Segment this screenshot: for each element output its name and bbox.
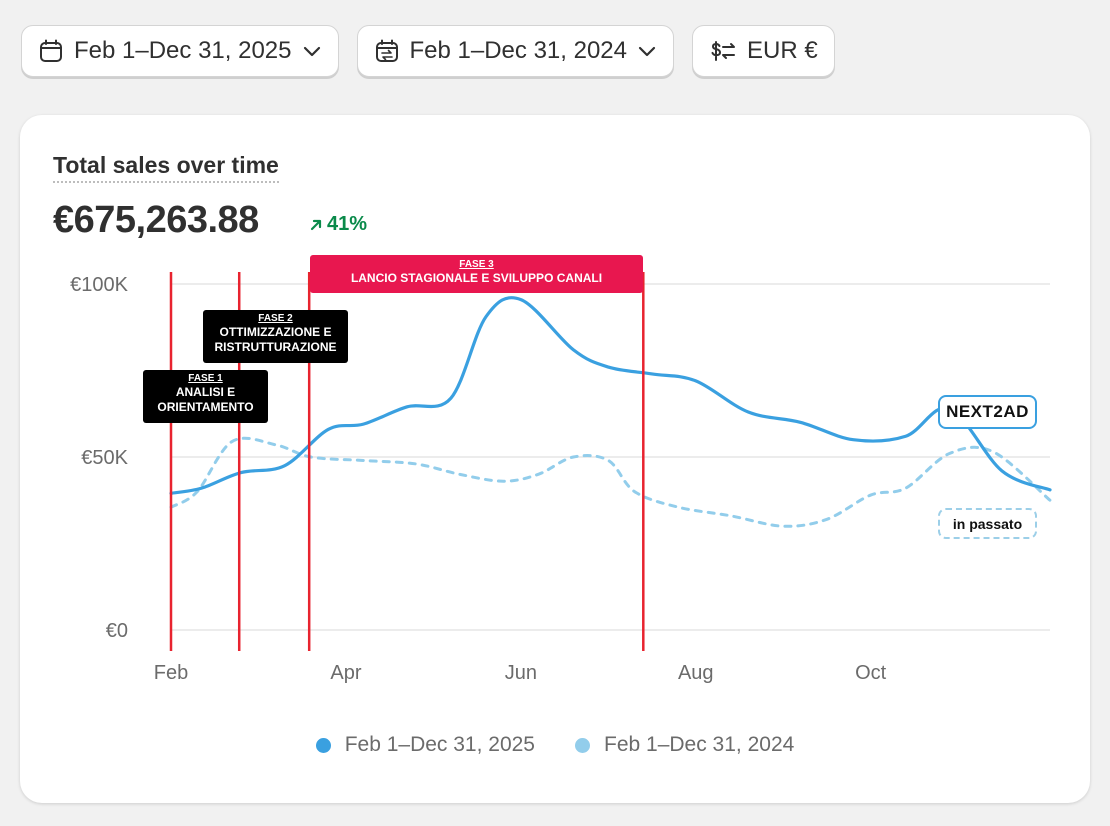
legend-label-current: Feb 1–Dec 31, 2025 — [344, 733, 535, 756]
compare-range-label: Feb 1–Dec 31, 2024 — [409, 37, 628, 64]
series-line-previous — [169, 436, 1052, 528]
y-tick-label: €100K — [70, 274, 128, 296]
legend-swatch-current — [315, 737, 331, 753]
chevron-down-icon — [638, 46, 656, 57]
phase-1-text: ANALISI E ORIENTAMENTO — [157, 385, 254, 414]
phase-2-text: OTTIMIZZAZIONE E RISTRUTTURAZIONE — [214, 325, 337, 354]
chevron-down-icon — [303, 46, 320, 57]
currency-label: EUR € — [747, 37, 818, 64]
past-period-label: in passato — [938, 508, 1037, 539]
brand-logo-label: NEXT2AD — [938, 395, 1037, 429]
series-line-current — [169, 296, 1052, 495]
legend-swatch-previous — [575, 737, 590, 753]
date-range-label: Feb 1–Dec 31, 2025 — [74, 37, 292, 64]
phase-2-label: FASE 2 OTTIMIZZAZIONE E RISTRUTTURAZIONE — [203, 310, 348, 363]
x-tick-label: Feb — [154, 662, 188, 684]
chart-legend: Feb 1–Dec 31, 2025 Feb 1–Dec 31, 2024 — [20, 733, 1090, 757]
compare-range-picker[interactable]: Feb 1–Dec 31, 2024 — [356, 25, 674, 77]
phase-3-text: LANCIO STAGIONALE E SVILUPPO CANALI — [350, 271, 603, 285]
phase-1-tag: FASE 1 — [188, 373, 223, 384]
change-badge: 41% — [309, 213, 367, 236]
calendar-icon — [40, 39, 62, 62]
currency-picker[interactable]: EUR € — [692, 25, 835, 77]
currency-swap-icon — [711, 41, 735, 61]
date-range-picker[interactable]: Feb 1–Dec 31, 2025 — [21, 25, 339, 77]
phase-2-tag: FASE 2 — [258, 313, 293, 324]
phase-1-label: FASE 1 ANALISI E ORIENTAMENTO — [143, 370, 268, 423]
change-percent: 41% — [327, 213, 368, 235]
x-tick-label: Oct — [855, 662, 887, 684]
x-tick-label: Jun — [505, 662, 537, 684]
phase-3-tag: FASE 3 — [459, 259, 494, 270]
calendar-compare-icon — [375, 39, 398, 62]
x-tick-label: Apr — [330, 662, 361, 684]
x-tick-label: Aug — [678, 662, 714, 684]
y-tick-label: €50K — [81, 447, 128, 469]
sales-card: Total sales over time €675,263.88 41% €0… — [20, 115, 1090, 803]
legend-label-previous: Feb 1–Dec 31, 2024 — [604, 733, 795, 756]
total-sales-value: €675,263.88 — [53, 199, 259, 241]
phase-3-label: FASE 3 LANCIO STAGIONALE E SVILUPPO CANA… — [310, 255, 643, 293]
chart-title[interactable]: Total sales over time — [53, 152, 279, 183]
legend-item-previous[interactable]: Feb 1–Dec 31, 2024 — [575, 733, 794, 757]
y-tick-label: €0 — [106, 620, 128, 642]
legend-item-current[interactable]: Feb 1–Dec 31, 2025 — [315, 733, 535, 757]
filter-bar: Feb 1–Dec 31, 2025 Feb 1–Dec 31, 2024 EU… — [21, 25, 835, 77]
arrow-up-right-icon — [310, 219, 322, 230]
